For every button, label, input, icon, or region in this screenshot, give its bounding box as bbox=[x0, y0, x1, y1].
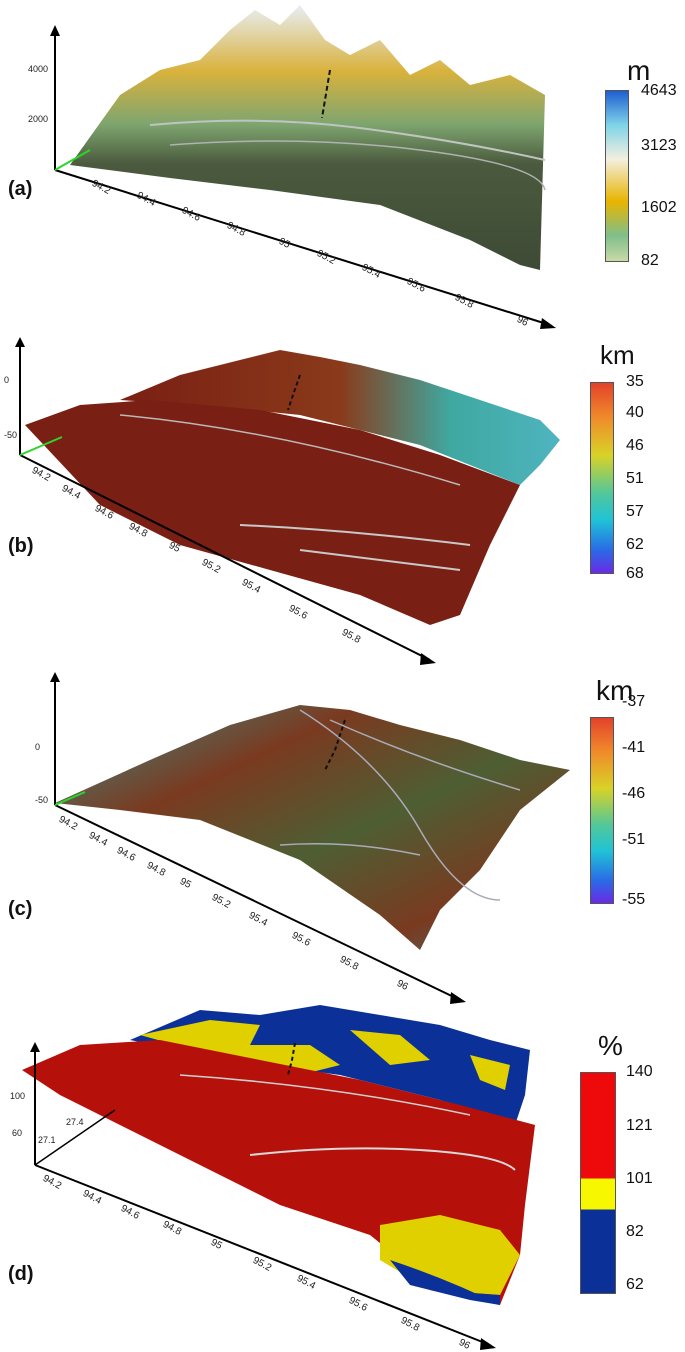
terrain-surface-d bbox=[22, 1005, 535, 1350]
panel-label: (d) bbox=[8, 1263, 34, 1285]
river-line bbox=[119, 414, 461, 486]
colorbar-tick: 121 bbox=[626, 1117, 653, 1134]
x-axis-arrow bbox=[540, 318, 556, 329]
z-tick: 60 bbox=[12, 1128, 23, 1138]
colorbar-tick: 82 bbox=[626, 1223, 644, 1240]
river-line bbox=[299, 549, 461, 571]
colorbar-tick: 82 bbox=[641, 252, 659, 269]
terrain-mesh bbox=[70, 5, 545, 270]
colorbar-tick: 3123 bbox=[641, 137, 677, 154]
panel-label: (c) bbox=[8, 898, 33, 920]
colorbar-gradient bbox=[605, 90, 629, 262]
colorbar-tick: 62 bbox=[626, 536, 644, 553]
fault-trace bbox=[321, 69, 331, 119]
colorbar-tick: -41 bbox=[622, 739, 646, 756]
z-axis-arrow bbox=[50, 672, 60, 682]
terrain-surface-b bbox=[15, 337, 560, 665]
z-axis-arrow bbox=[30, 1042, 40, 1052]
z-tick: -50 bbox=[4, 430, 18, 440]
colorbar-tick: 40 bbox=[626, 404, 644, 421]
x-axis bbox=[34, 1164, 491, 1346]
colorbar-tick: 68 bbox=[626, 565, 644, 582]
y-axis bbox=[19, 436, 63, 456]
colorbar-c: km -37 -41 -46 -51 -55 bbox=[590, 675, 685, 920]
river-line bbox=[329, 719, 521, 791]
fault-trace bbox=[287, 1042, 296, 1076]
terrain-mesh-upper bbox=[120, 350, 560, 485]
fault-trace bbox=[324, 719, 346, 771]
z-tick: 0 bbox=[35, 742, 41, 752]
terrain-patch-yellow bbox=[140, 1020, 340, 1075]
colorbar-tick: -46 bbox=[622, 785, 646, 802]
panel-d: (d) 100 60 27.4 27.1 94.2 94.4 94.6 94.8… bbox=[0, 1005, 685, 1352]
fault-trace bbox=[287, 374, 301, 411]
river-line bbox=[239, 524, 471, 546]
terrain-patch-blue bbox=[390, 1260, 500, 1305]
x-axis bbox=[54, 169, 551, 326]
y-axis bbox=[54, 791, 86, 806]
terrain-patch-yellow bbox=[470, 1055, 510, 1090]
colorbar-tick: 4643 bbox=[641, 82, 677, 99]
z-tick: 2000 bbox=[28, 114, 49, 124]
z-tick: 0 bbox=[4, 375, 10, 385]
x-axis bbox=[54, 804, 461, 1001]
y-axis bbox=[34, 1109, 116, 1166]
river-line bbox=[149, 119, 546, 161]
terrain-surface-a bbox=[50, 5, 556, 329]
z-tick: 100 bbox=[10, 1091, 26, 1101]
colorbar-segments bbox=[580, 1072, 616, 1294]
colorbar-tick: -51 bbox=[622, 831, 646, 848]
panel-c: (c) 0 -50 94.2 94.4 94.6 94.8 95 95.2 95… bbox=[0, 670, 685, 1005]
colorbar-unit: m bbox=[627, 55, 651, 86]
z-axis-arrow bbox=[50, 25, 60, 36]
colorbar-tick: 140 bbox=[626, 1063, 653, 1080]
colorbar-d: % 140 121 101 82 62 bbox=[580, 1030, 685, 1300]
panel-label: (b) bbox=[8, 535, 34, 557]
colorbar-tick: -55 bbox=[622, 891, 646, 908]
river-line bbox=[169, 140, 546, 191]
river-line bbox=[179, 1074, 471, 1116]
colorbar-tick: 35 bbox=[626, 373, 644, 390]
x-axis-arrow bbox=[420, 653, 436, 665]
z-tick: 4000 bbox=[28, 64, 49, 74]
panel-b: (b) 0 -50 94.2 94.4 94.6 94.8 95 95.2 95… bbox=[0, 335, 685, 670]
colorbar-gradient bbox=[590, 382, 614, 574]
z-axis-arrow bbox=[15, 337, 25, 347]
river-line bbox=[299, 709, 501, 901]
y-tick: 27.1 bbox=[38, 1135, 56, 1145]
river-line bbox=[249, 1147, 516, 1171]
colorbar-unit: km bbox=[600, 340, 635, 370]
colorbar-tick: 62 bbox=[626, 1276, 644, 1293]
colorbar-tick: 101 bbox=[626, 1170, 653, 1187]
terrain-surface-c bbox=[50, 672, 570, 1004]
colorbar-b: km 35 40 46 51 57 62 68 bbox=[590, 340, 685, 590]
x-axis-arrow bbox=[480, 1338, 496, 1350]
colorbar-unit: km bbox=[596, 675, 634, 706]
panel-a: (a) 4000 2000 94.2 94.4 94.6 94.8 95 95.… bbox=[0, 0, 685, 335]
y-axis bbox=[54, 149, 91, 171]
x-axis bbox=[19, 454, 431, 661]
colorbar-tick: 51 bbox=[626, 470, 644, 487]
colorbar-tick: 1602 bbox=[641, 199, 677, 216]
terrain-patch-yellow bbox=[350, 1030, 430, 1065]
y-tick: 27.4 bbox=[66, 1117, 84, 1127]
z-tick: -50 bbox=[35, 795, 49, 805]
river-line bbox=[279, 843, 421, 856]
colorbar-tick: 57 bbox=[626, 503, 644, 520]
colorbar-gradient bbox=[590, 717, 614, 904]
terrain-mesh bbox=[55, 705, 570, 950]
terrain-mesh-lower bbox=[25, 400, 520, 625]
panel-label: (a) bbox=[8, 178, 33, 200]
colorbar-tick: -37 bbox=[622, 693, 646, 710]
colorbar-a: m 4643 3123 1602 82 bbox=[605, 55, 685, 269]
colorbar-unit: % bbox=[598, 1030, 623, 1061]
colorbar-tick: 46 bbox=[626, 437, 644, 454]
x-axis-arrow bbox=[450, 992, 466, 1004]
